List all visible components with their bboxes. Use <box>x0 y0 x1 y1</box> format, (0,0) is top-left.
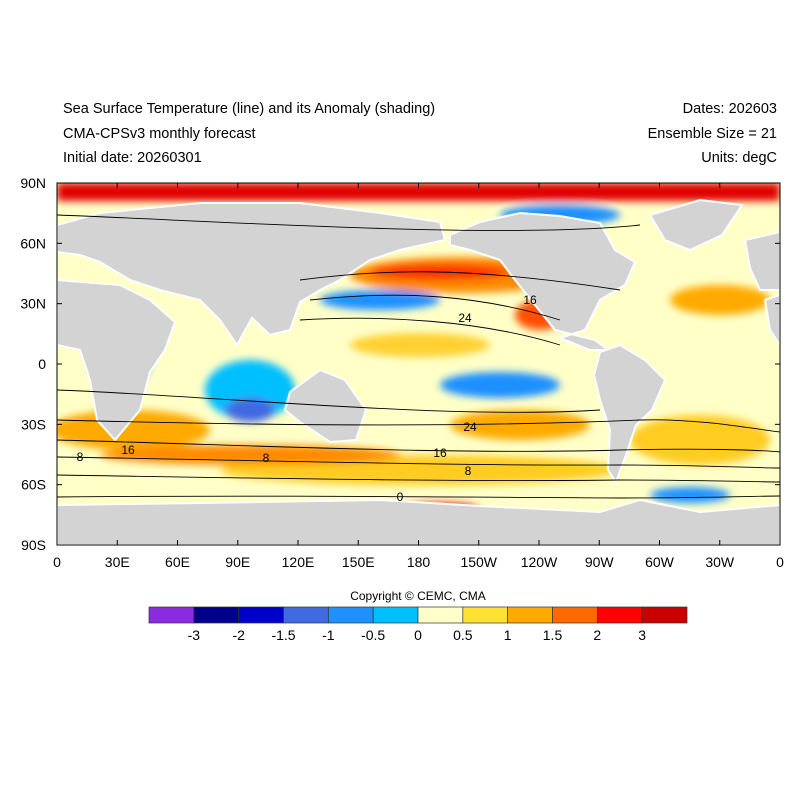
y-tick-label: 90N <box>20 175 46 191</box>
colorbar-label: -1 <box>322 627 335 643</box>
africa-west <box>763 293 780 347</box>
x-tick-label: 0 <box>776 554 784 570</box>
north-america <box>449 211 637 351</box>
colorbar-label: 0.5 <box>453 627 473 643</box>
colorbar-swatch <box>193 606 240 624</box>
contour-label: 8 <box>465 464 472 478</box>
contour-labels: 16 24 24 16 8 0 16 8 8 <box>77 293 537 504</box>
colorbar-label: -3 <box>188 627 201 643</box>
south-america <box>592 343 667 485</box>
initial-date: Initial date: 20260301 <box>63 150 202 166</box>
contour-label: 24 <box>463 420 477 434</box>
colorbar-swatch <box>552 606 598 624</box>
contour-label: 8 <box>77 450 84 464</box>
colorbar: -3 -2 -1.5 -1 -0.5 0 0.5 1 1.5 2 3 <box>148 606 688 643</box>
contour-label: 16 <box>523 293 537 307</box>
y-tick-label: 90S <box>21 537 46 553</box>
ensemble-size: Ensemble Size = 21 <box>647 126 777 142</box>
x-axis: 0 30E 60E 90E 120E 150E 180 150W 120W 90W 60W 30W 0 <box>53 183 784 570</box>
colorbar-label: -1.5 <box>271 627 295 643</box>
x-tick-label: 0 <box>53 554 61 570</box>
y-tick-label: 60N <box>20 235 46 251</box>
dates: Dates: 202603 <box>682 101 777 117</box>
colorbar-label: -0.5 <box>361 627 385 643</box>
copyright: Copyright © CEMC, CMA <box>350 589 486 603</box>
colorbar-swatch <box>507 606 553 624</box>
colorbar-label: 1.5 <box>543 627 563 643</box>
units: Units: degC <box>701 150 777 166</box>
africa <box>57 278 177 442</box>
colorbar-label: -2 <box>232 627 245 643</box>
x-tick-label: 120E <box>282 554 315 570</box>
x-tick-label: 150E <box>342 554 375 570</box>
sst-contours <box>57 214 780 499</box>
greenland <box>648 198 744 252</box>
y-tick-label: 30S <box>21 416 46 432</box>
antarctica <box>57 498 780 545</box>
land-masses <box>57 198 780 545</box>
colorbar-swatch <box>327 606 374 624</box>
australia <box>283 368 368 444</box>
x-tick-label: 30W <box>705 554 735 570</box>
x-tick-label: 180 <box>407 554 431 570</box>
contour-label: 16 <box>433 446 447 460</box>
colorbar-label: 3 <box>638 627 646 643</box>
title: Sea Surface Temperature (line) and its A… <box>63 101 436 117</box>
y-axis: 90N 60N 30N 0 30S 60S 90S <box>20 175 780 553</box>
eurasia <box>57 202 447 347</box>
colorbar-label: 1 <box>504 627 512 643</box>
x-tick-label: 120W <box>521 554 558 570</box>
colorbar-swatch <box>148 606 195 624</box>
colorbar-swatch <box>596 606 643 624</box>
contour-label: 0 <box>397 490 404 504</box>
x-tick-label: 150W <box>460 554 497 570</box>
contour-label: 8 <box>263 451 270 465</box>
x-tick-label: 60E <box>165 554 190 570</box>
colorbar-swatch <box>462 606 509 624</box>
colorbar-swatch <box>372 606 419 624</box>
contour-label: 16 <box>121 443 135 457</box>
x-tick-label: 90E <box>225 554 250 570</box>
x-tick-label: 90W <box>585 554 615 570</box>
colorbar-label: 0 <box>414 627 422 643</box>
x-tick-label: 60W <box>645 554 675 570</box>
europe-east <box>743 230 780 291</box>
y-tick-label: 30N <box>20 296 46 312</box>
colorbar-swatch <box>238 606 284 624</box>
colorbar-swatch <box>417 606 464 624</box>
colorbar-swatch <box>641 606 688 624</box>
colorbar-swatch <box>283 606 329 624</box>
subtitle: CMA-CPSv3 monthly forecast <box>63 126 256 142</box>
contour-label: 24 <box>458 311 472 325</box>
y-tick-label: 60S <box>21 477 46 493</box>
y-tick-label: 0 <box>38 356 46 372</box>
colorbar-label: 2 <box>593 627 601 643</box>
x-tick-label: 30E <box>105 554 130 570</box>
